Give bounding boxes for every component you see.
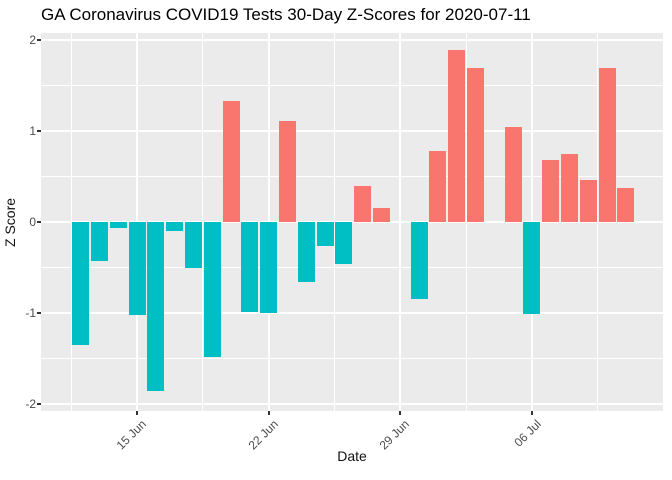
y-tick-mark <box>37 39 41 42</box>
y-tick-label: 2 <box>29 33 36 48</box>
bar <box>260 222 278 313</box>
bar <box>372 208 390 222</box>
bar <box>560 153 578 222</box>
bar <box>598 67 616 222</box>
bar <box>166 222 184 232</box>
y-tick-mark <box>37 311 41 314</box>
x-tick-mark <box>267 411 270 415</box>
bar <box>203 222 221 358</box>
plot-title: GA Coronavirus COVID19 Tests 30-Day Z-Sc… <box>41 5 531 24</box>
bar <box>90 222 108 262</box>
y-tick-label: 1 <box>29 124 36 139</box>
bar <box>184 222 202 269</box>
y-tick-mark <box>37 402 41 405</box>
bar <box>109 222 127 229</box>
gridline-minor-x <box>70 33 72 411</box>
bar <box>579 180 597 222</box>
gridline-minor-y <box>41 266 663 268</box>
bar <box>278 121 296 222</box>
y-tick-mark <box>37 221 41 223</box>
y-tick-mark <box>37 130 41 133</box>
x-tick-mark <box>136 411 138 415</box>
gridline-minor-y <box>41 85 663 87</box>
gridline-minor-x <box>597 33 599 411</box>
gridline-minor-x <box>333 33 335 411</box>
x-axis-title: Date <box>337 448 367 464</box>
gridline-minor-y <box>41 357 663 359</box>
gridline-major-y <box>41 39 663 42</box>
y-tick-label: -2 <box>25 396 36 411</box>
gridline-major-y <box>41 402 663 405</box>
y-tick-label: 0 <box>29 215 36 229</box>
bar <box>466 68 484 222</box>
bar <box>429 151 447 222</box>
bar <box>297 222 315 282</box>
bar <box>410 222 428 300</box>
gridline-minor-x <box>465 33 467 411</box>
gridline-minor-y <box>41 176 663 178</box>
gridline-minor-x <box>202 33 204 411</box>
x-tick-label: 06 Jul <box>511 417 544 450</box>
gridline-major-x <box>399 33 402 411</box>
bar <box>241 222 259 312</box>
bar <box>617 188 635 222</box>
bar <box>72 222 90 345</box>
gridline-major-y <box>41 130 663 133</box>
y-tick-label: -1 <box>25 305 36 320</box>
bar <box>316 222 334 246</box>
bar <box>128 222 146 315</box>
gridline-major-y <box>41 311 663 314</box>
plot-panel <box>41 33 663 411</box>
bar <box>448 50 466 222</box>
bar <box>222 101 240 222</box>
bar <box>147 222 165 391</box>
bar <box>523 222 541 314</box>
bar <box>335 222 353 264</box>
x-tick-mark <box>530 411 533 415</box>
x-tick-mark <box>399 411 402 415</box>
bar <box>504 126 522 222</box>
bar <box>542 160 560 222</box>
bar <box>354 185 372 222</box>
